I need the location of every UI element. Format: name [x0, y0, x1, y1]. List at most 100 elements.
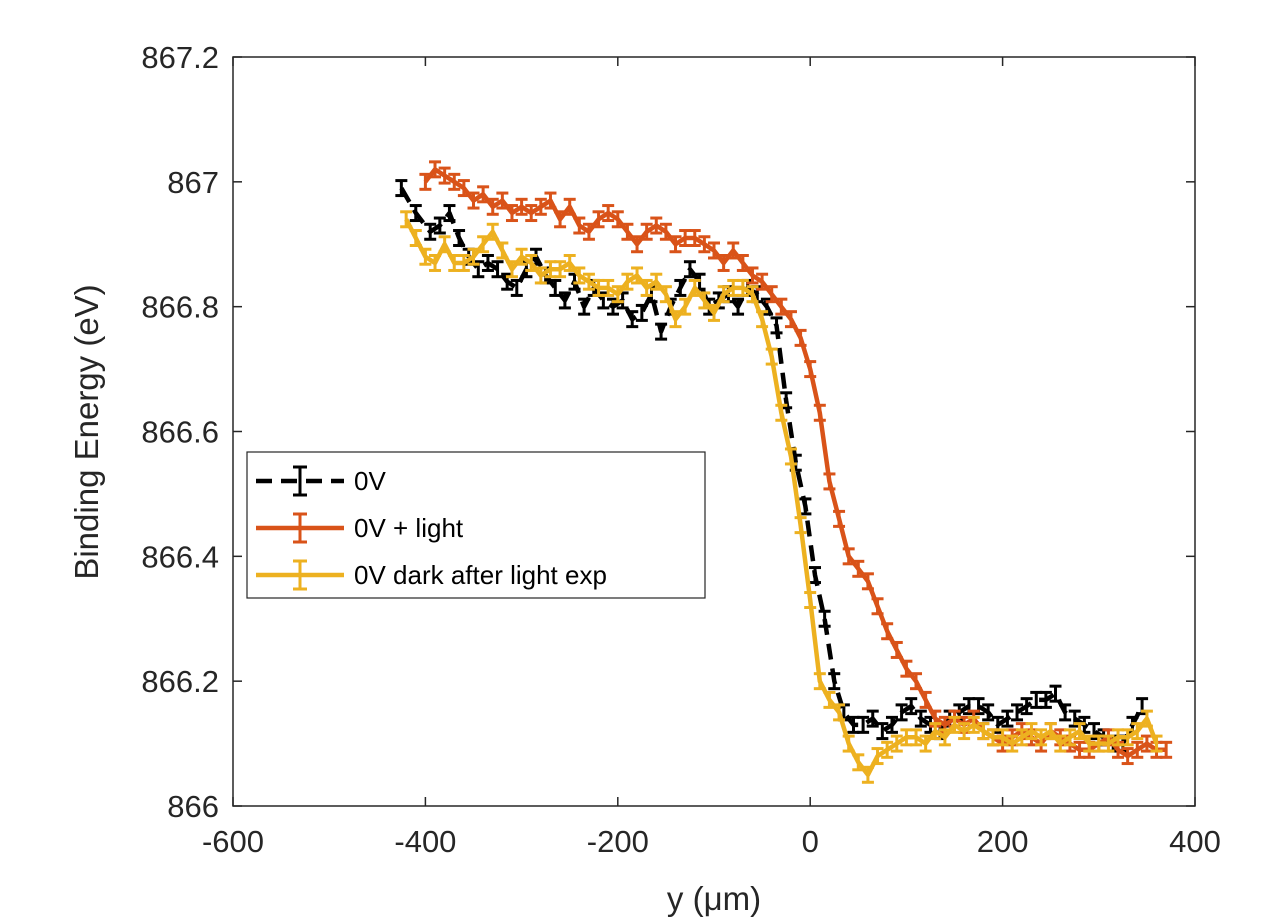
error-bar	[611, 285, 624, 304]
error-bar	[457, 253, 470, 272]
error-bar	[929, 722, 942, 741]
error-bar	[828, 672, 841, 691]
error-bar	[640, 278, 653, 297]
error-bar	[1160, 740, 1173, 759]
error-bar	[982, 703, 995, 722]
error-bar	[525, 253, 538, 272]
error-bar	[534, 197, 547, 216]
error-bar	[1063, 728, 1076, 747]
error-bar	[573, 216, 586, 235]
error-bar	[736, 253, 749, 272]
error-bar	[443, 204, 456, 223]
error-bar	[611, 210, 624, 229]
error-bar	[558, 291, 571, 310]
error-bar	[1140, 709, 1153, 728]
y-tick-label: 867.2	[141, 40, 219, 75]
error-bar	[477, 185, 490, 204]
error-bar	[578, 297, 591, 316]
error-bar	[967, 715, 980, 734]
error-bar	[717, 253, 730, 272]
error-bar	[395, 179, 408, 198]
error-bar	[765, 285, 778, 304]
error-bar	[717, 285, 730, 304]
error-bar	[1044, 722, 1057, 741]
error-bar	[857, 715, 870, 734]
x-tick-label: 400	[1169, 824, 1221, 859]
error-bar	[1073, 722, 1086, 741]
error-bar	[505, 204, 518, 223]
error-bar	[799, 497, 812, 516]
error-bar	[602, 204, 615, 223]
x-tick-label: -600	[202, 824, 264, 859]
error-bar	[910, 672, 923, 691]
error-bar	[818, 609, 831, 628]
error-bar	[775, 297, 788, 316]
error-bar	[890, 640, 903, 659]
error-bar	[813, 403, 826, 422]
error-bar	[1054, 734, 1067, 753]
legend: 0V 0V + light 0V dark after light exp	[246, 451, 706, 599]
error-bar	[775, 403, 788, 422]
error-bar	[881, 740, 894, 759]
error-bar	[640, 222, 653, 241]
error-bar	[505, 260, 518, 279]
error-bar	[900, 659, 913, 678]
error-bar	[424, 222, 437, 241]
error-bar	[895, 703, 908, 722]
error-bar	[679, 297, 692, 316]
error-bar	[631, 235, 644, 254]
error-bar	[1025, 722, 1038, 741]
error-bar	[1131, 722, 1144, 741]
legend-label: 0V dark after light exp	[354, 560, 607, 590]
error-bar	[419, 172, 432, 191]
error-bar	[852, 559, 865, 578]
error-bar	[813, 672, 826, 691]
error-bar	[919, 690, 932, 709]
error-bar	[1131, 740, 1144, 759]
error-bar	[563, 253, 576, 272]
error-bar	[409, 204, 422, 223]
error-bar	[491, 260, 504, 279]
series-layer	[395, 160, 1173, 784]
error-bar	[1121, 747, 1134, 766]
error-bar	[794, 328, 807, 347]
x-tick-label: 0	[802, 824, 819, 859]
error-bar	[910, 728, 923, 747]
series-line	[423, 167, 1167, 759]
error-bar	[698, 235, 711, 254]
error-bar	[554, 260, 567, 279]
legend-label: 0V + light	[354, 513, 464, 543]
y-tick-label: 866.6	[141, 415, 219, 450]
error-bar	[621, 272, 634, 291]
error-bar	[871, 747, 884, 766]
error-bar	[823, 690, 836, 709]
error-bar	[1039, 690, 1052, 709]
plot-area	[233, 57, 1195, 806]
error-bar	[592, 210, 605, 229]
error-bar	[1121, 728, 1134, 747]
error-bar	[770, 316, 783, 335]
error-bar	[736, 278, 749, 297]
error-bar	[919, 734, 932, 753]
error-bar	[573, 266, 586, 285]
error-bar	[996, 728, 1009, 747]
error-bar	[708, 303, 720, 322]
error-bar	[467, 247, 480, 266]
y-tick-label: 866	[167, 789, 219, 824]
error-bar	[1020, 697, 1033, 716]
ticks-layer	[232, 56, 1196, 807]
error-bar	[804, 360, 817, 379]
x-tick-labels: -600 -400 -200 0 200 400	[202, 824, 1221, 859]
legend-item: 0V	[256, 465, 386, 497]
error-bar	[582, 222, 595, 241]
error-bar	[688, 278, 701, 297]
error-bar	[876, 722, 889, 741]
y-tick-label: 866.2	[141, 664, 219, 699]
error-bar	[602, 278, 615, 297]
error-bar	[563, 197, 576, 216]
error-bar	[631, 266, 644, 285]
error-bar	[429, 160, 442, 179]
error-bar	[544, 191, 557, 210]
x-tick-label: -200	[587, 824, 649, 859]
